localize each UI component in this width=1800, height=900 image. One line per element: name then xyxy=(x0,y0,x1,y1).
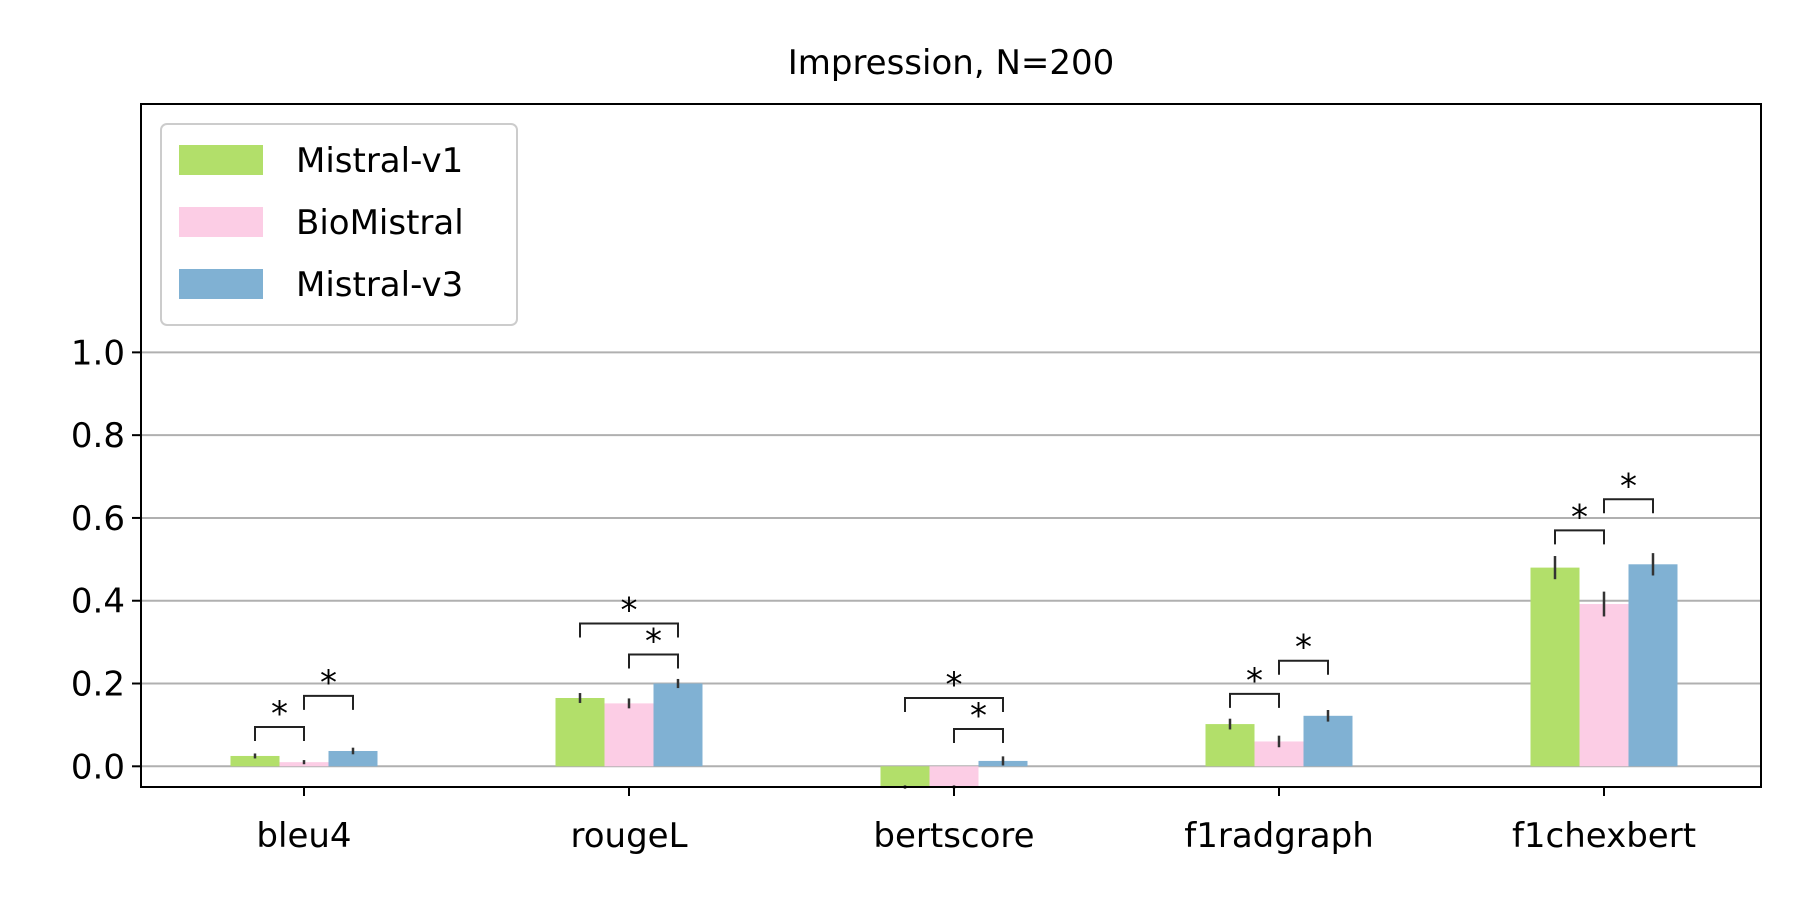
bar xyxy=(328,750,378,767)
significance-bracket xyxy=(1554,529,1605,545)
significance-bracket xyxy=(628,653,679,669)
y-tick-label: 1.0 xyxy=(71,333,125,373)
bar xyxy=(653,683,703,767)
significance-label: * xyxy=(1571,497,1588,537)
significance-bracket xyxy=(904,697,1004,713)
y-tick-label: 0.2 xyxy=(71,665,125,705)
legend-swatch xyxy=(179,269,263,299)
plot-frame xyxy=(140,103,1762,788)
bar xyxy=(929,766,979,787)
bar xyxy=(880,766,930,787)
significance-bracket xyxy=(254,725,305,741)
x-tick-label: bleu4 xyxy=(256,816,351,856)
significance-label: * xyxy=(320,663,337,703)
bar xyxy=(1303,715,1353,767)
significance-bracket xyxy=(579,622,679,638)
legend-swatch xyxy=(179,207,263,237)
y-tick-label: 0.8 xyxy=(71,416,125,456)
legend-label: Mistral-v3 xyxy=(296,265,463,305)
bar xyxy=(555,698,605,767)
x-tick-label: f1chexbert xyxy=(1512,816,1696,856)
bar xyxy=(1579,604,1629,767)
legend-swatch xyxy=(179,145,263,175)
x-tick-label: rougeL xyxy=(570,816,687,856)
bar xyxy=(1530,567,1580,767)
bar xyxy=(604,703,654,767)
bar xyxy=(1205,724,1255,767)
significance-bracket xyxy=(303,694,354,710)
significance-label: * xyxy=(946,665,963,705)
significance-label: * xyxy=(1295,628,1312,668)
significance-brackets: ********** xyxy=(254,466,1654,744)
y-tick-label: 0.6 xyxy=(71,499,125,539)
significance-label: * xyxy=(1246,661,1263,701)
legend-label: BioMistral xyxy=(296,203,464,243)
x-tick-label: f1radgraph xyxy=(1184,816,1374,856)
significance-bracket xyxy=(953,728,1004,744)
y-axis: 0.0 0.2 0.4 0.6 0.8 1.0 xyxy=(71,333,141,787)
significance-label: * xyxy=(1620,466,1637,506)
bar xyxy=(230,755,280,767)
error-bars xyxy=(253,553,1655,789)
bars xyxy=(230,564,1678,787)
significance-bracket xyxy=(1603,498,1654,514)
bar xyxy=(1628,564,1678,767)
legend-label: Mistral-v1 xyxy=(296,141,463,181)
significance-label: * xyxy=(621,590,638,630)
significance-bracket xyxy=(1229,692,1280,708)
y-tick-label: 0.0 xyxy=(71,747,125,787)
significance-label: * xyxy=(645,622,662,662)
grid-lines xyxy=(141,351,1761,768)
x-tick-label: bertscore xyxy=(873,816,1034,856)
chart-title: Impression, N=200 xyxy=(788,43,1115,83)
y-tick-label: 0.4 xyxy=(71,582,125,622)
significance-label: * xyxy=(970,696,987,736)
legend: Mistral-v1 BioMistral Mistral-v3 xyxy=(160,123,518,326)
x-axis: bleu4 rougeL bertscore f1radgraph f1chexbert xyxy=(256,787,1696,856)
significance-label: * xyxy=(271,694,288,734)
significance-bracket xyxy=(1278,659,1329,675)
